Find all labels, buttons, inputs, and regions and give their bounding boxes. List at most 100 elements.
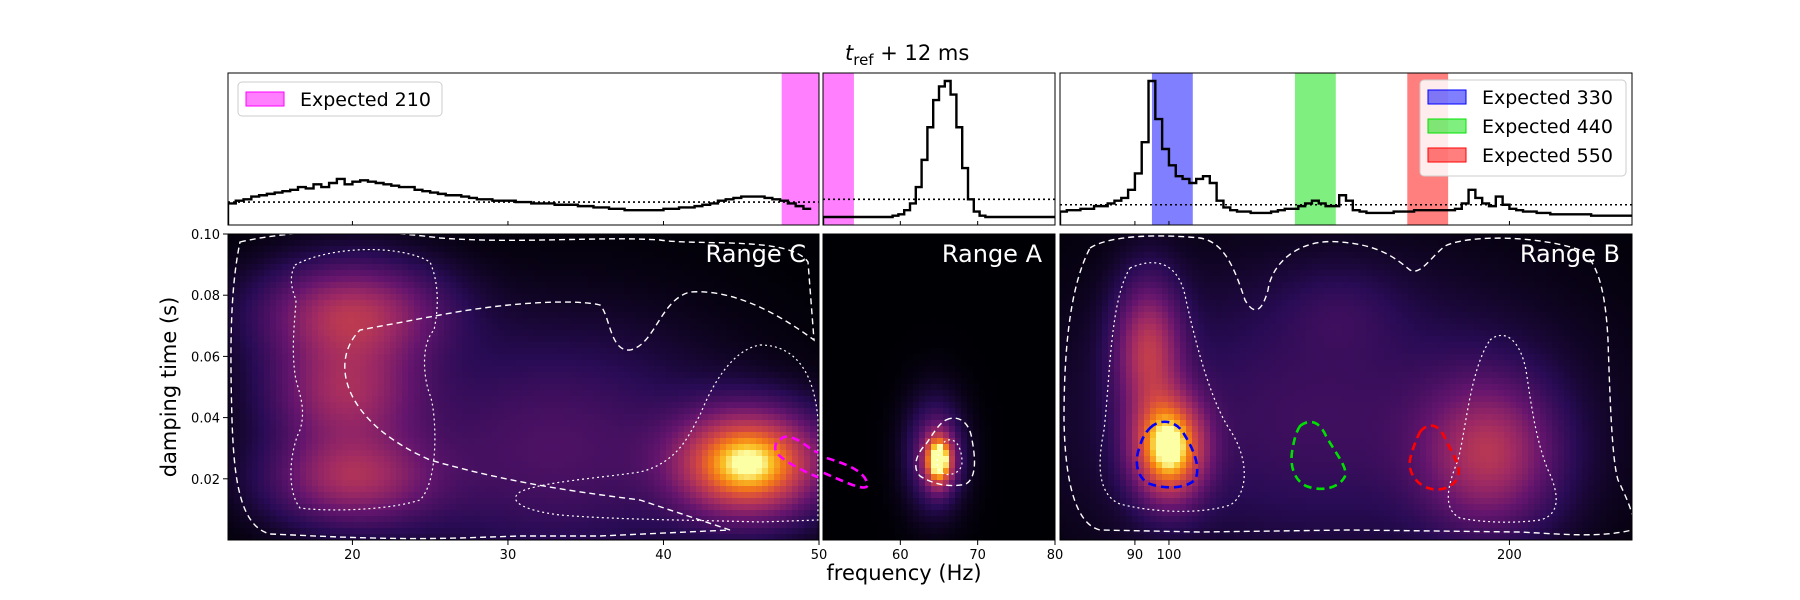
density-cell (648, 522, 655, 529)
density-cell (618, 534, 625, 540)
density-cell (558, 360, 565, 367)
density-cell (384, 234, 391, 241)
density-cell (690, 258, 697, 265)
density-cell (552, 486, 559, 493)
density-cell (306, 282, 313, 289)
figure-title: tref + 12 ms (845, 41, 969, 69)
density-cell (762, 468, 769, 475)
density-cell (510, 264, 517, 271)
density-cell (498, 468, 505, 475)
density-cell (336, 504, 343, 511)
density-cell (546, 354, 553, 361)
density-cell (564, 258, 571, 265)
density-cell (420, 234, 427, 241)
density-cell (534, 420, 541, 427)
density-cell (444, 354, 451, 361)
density-cell (276, 390, 283, 397)
density-cell (432, 486, 439, 493)
density-cell (528, 450, 535, 457)
density-cell (420, 528, 427, 535)
density-cell (672, 336, 679, 343)
density-cell (678, 396, 685, 403)
density-cell (426, 450, 433, 457)
density-cell (252, 252, 259, 259)
density-cell (732, 498, 739, 505)
density-cell (636, 534, 643, 540)
density-cell (594, 300, 601, 307)
density-cell (384, 492, 391, 499)
density-cell (804, 246, 811, 253)
density-cell (642, 354, 649, 361)
density-cell (792, 450, 799, 457)
density-cell (516, 408, 523, 415)
density-cell (504, 402, 511, 409)
density-cell (354, 312, 361, 319)
density-cell (780, 354, 787, 361)
density-cell (768, 258, 775, 265)
density-cell (618, 390, 625, 397)
density-cell (726, 288, 733, 295)
density-cell (246, 456, 253, 463)
density-cell (348, 300, 355, 307)
density-cell (576, 366, 583, 373)
density-cell (474, 240, 481, 247)
density-cell (744, 462, 751, 469)
density-cell (534, 408, 541, 415)
density-cell (528, 510, 535, 517)
density-cell (792, 372, 799, 379)
density-cell (756, 444, 763, 451)
density-cell (690, 246, 697, 253)
density-cell (480, 408, 487, 415)
density-cell (510, 318, 517, 325)
density-cell (720, 246, 727, 253)
density-cell (402, 240, 409, 247)
density-cell (774, 492, 781, 499)
density-cell (546, 318, 553, 325)
density-cell (762, 408, 769, 415)
density-cell (552, 474, 559, 481)
density-cell (804, 420, 811, 427)
density-cell (570, 534, 577, 540)
density-cell (420, 378, 427, 385)
density-cell (294, 390, 301, 397)
density-cell (360, 354, 367, 361)
density-cell (792, 312, 799, 319)
density-cell (240, 240, 247, 247)
density-cell (786, 474, 793, 481)
density-cell (366, 402, 373, 409)
density-cell (762, 288, 769, 295)
density-cell (540, 240, 547, 247)
density-cell (570, 348, 577, 355)
density-cell (780, 462, 787, 469)
density-cell (672, 306, 679, 313)
density-cell (366, 438, 373, 445)
density-cell (390, 426, 397, 433)
density-cell (738, 318, 745, 325)
density-cell (750, 498, 757, 505)
density-cell (624, 252, 631, 259)
density-cell (666, 348, 673, 355)
density-cell (654, 522, 661, 529)
density-cell (666, 474, 673, 481)
density-cell (258, 534, 265, 540)
density-cell (492, 366, 499, 373)
density-cell (480, 372, 487, 379)
density-cell (336, 294, 343, 301)
density-cell (744, 372, 751, 379)
density-cell (756, 456, 763, 463)
density-cell (348, 246, 355, 253)
density-cell (324, 354, 331, 361)
density-cell (690, 408, 697, 415)
density-cell (750, 300, 757, 307)
density-cell (756, 294, 763, 301)
density-cell (318, 504, 325, 511)
density-cell (540, 426, 547, 433)
density-cell (528, 408, 535, 415)
density-cell (324, 264, 331, 271)
density-cell (300, 360, 307, 367)
density-cell (780, 246, 787, 253)
density-cell (264, 396, 271, 403)
density-cell (264, 276, 271, 283)
density-cell (492, 456, 499, 463)
density-cell (564, 432, 571, 439)
